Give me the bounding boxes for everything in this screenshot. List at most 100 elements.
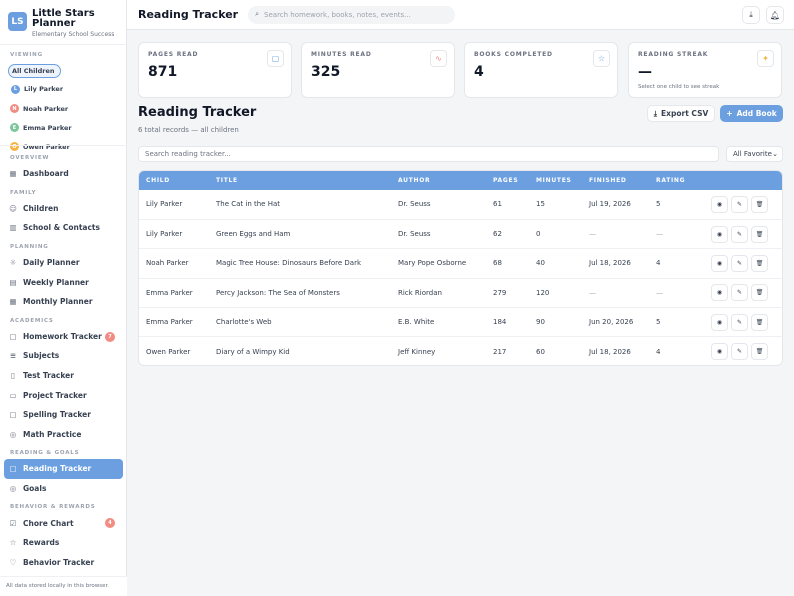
table-cell: — [656,230,663,239]
nav-item-math-practice[interactable]: ◎ Math Practice [4,425,123,445]
view-button[interactable]: ◉ [711,195,728,213]
delete-button[interactable]: 🗑︎ [751,284,768,302]
stat-card-books-completed: BOOKS COMPLETED 4 ☆ [464,42,618,98]
delete-button[interactable]: 🗑︎ [751,254,768,272]
global-search-input[interactable]: ⌕ Search homework, books, notes, events.… [248,5,456,24]
chevron-down-icon: ⌄ [772,150,778,158]
nav-item-children[interactable]: ☺ Children [4,199,123,219]
download-button[interactable]: ⤓ [742,6,760,24]
nav-item-weekly-planner[interactable]: ▤ Weekly Planner [4,272,123,292]
delete-button[interactable]: 🗑︎ [751,195,768,213]
nav-item-daily-planner[interactable]: ☼ Daily Planner [4,253,123,273]
stat-card-pages-read: PAGES READ 871 ▢ [138,42,292,98]
table-row[interactable]: Noah Parker Magic Tree House: Dinosaurs B… [139,249,782,279]
edit-button[interactable]: ✎ [731,284,748,302]
table-cell: — [656,288,663,297]
child-emma-parker[interactable]: E Emma Parker [8,118,119,137]
column-header[interactable]: AUTHOR [398,177,431,184]
column-header[interactable]: FINISHED [589,177,627,184]
export-csv-button[interactable]: ⤓ Export CSV [647,105,715,122]
edit-button[interactable]: ✎ [731,343,748,361]
nav-label: Daily Planner [23,258,80,268]
table-row[interactable]: Emma Parker Percy Jackson: The Sea of Mon… [139,278,782,308]
nav-item-chore-chart[interactable]: ☑ Chore Chart 4 [4,513,123,533]
view-button[interactable]: ◉ [711,254,728,272]
notifications-button[interactable]: 🔔︎ [766,6,784,24]
edit-button[interactable]: ✎ [731,225,748,243]
column-header[interactable]: PAGES [493,177,519,184]
edit-button[interactable]: ✎ [731,254,748,272]
column-header[interactable]: MINUTES [536,177,572,184]
nav-item-school-contacts[interactable]: ▥ School & Contacts [4,218,123,238]
column-header[interactable]: TITLE [216,177,238,184]
nav-item-behavior-tracker[interactable]: ♡ Behavior Tracker [4,553,123,573]
stat-value: — [638,64,652,80]
nav-item-spelling-tracker[interactable]: ▢ Spelling Tracker [4,405,123,425]
nav-item-reading-tracker[interactable]: ▢ Reading Tracker [4,459,123,479]
chip-lily-parker[interactable]: L Lily Parker [8,82,69,96]
child-owen-parker[interactable]: O Owen Parker [8,137,119,156]
nav-item-subjects[interactable]: ≡ Subjects [4,346,123,366]
table-row[interactable]: Lily Parker Green Eggs and Ham Dr. Seuss 62… [139,219,782,249]
row-actions: ◉ ✎ 🗑︎ [711,219,782,248]
table-cell: 15 [536,200,545,209]
select-value: All Favorite [733,150,772,158]
delete-button[interactable]: 🗑︎ [751,313,768,331]
table-cell: — [589,230,596,239]
table-cell: Jeff Kinney [398,347,436,356]
table-cell: 120 [536,288,550,297]
chip-all-children[interactable]: All Children [8,64,61,78]
search-placeholder: Search reading tracker... [145,150,231,158]
pencil-icon: ✎ [736,230,743,238]
brand-subtitle: Elementary School Success [32,31,115,38]
eye-icon: ◉ [716,259,723,267]
nav-item-monthly-planner[interactable]: ▦ Monthly Planner [4,292,123,312]
edit-button[interactable]: ✎ [731,195,748,213]
table-search-input[interactable]: Search reading tracker... [138,146,719,162]
row-actions: ◉ ✎ 🗑︎ [711,249,782,278]
table-cell: The Cat in the Hat [216,200,281,209]
table-cell: Jul 18, 2026 [589,347,631,356]
table-row[interactable]: Lily Parker The Cat in the Hat Dr. Seuss 61… [139,190,782,220]
add-book-button[interactable]: + Add Book [720,105,783,122]
favorite-filter-select[interactable]: All Favorite ⌄ [726,146,783,162]
book-icon: ▢ [9,464,17,474]
nav-group-planning: PLANNING [10,243,49,250]
nav-group-academics: ACADEMICS [10,317,54,324]
checkbox-icon: ☑ [9,518,17,528]
table-row[interactable]: Emma Parker Charlotte's Web E.B. White 184 9… [139,308,782,337]
nav-item-homework-tracker[interactable]: ▢ Homework Tracker 7 [4,327,123,347]
nav-label: Chore Chart [23,518,74,528]
edit-button[interactable]: ✎ [731,313,748,331]
nav-item-project-tracker[interactable]: ▭ Project Tracker [4,385,123,405]
delete-button[interactable]: 🗑︎ [751,225,768,243]
target-icon: ◎ [9,484,17,494]
row-actions: ◉ ✎ 🗑︎ [711,308,782,337]
view-button[interactable]: ◉ [711,225,728,243]
nav-label: Monthly Planner [23,297,93,307]
bell-icon: 🔔︎ [769,10,781,20]
nav-label: Dashboard [23,169,69,179]
chip-label: All Children [12,67,55,75]
view-button[interactable]: ◉ [711,313,728,331]
nav-item-goals[interactable]: ◎ Goals [4,479,123,499]
view-button[interactable]: ◉ [711,284,728,302]
delete-button[interactable]: 🗑︎ [751,343,768,361]
row-actions: ◉ ✎ 🗑︎ [711,190,782,219]
view-button[interactable]: ◉ [711,343,728,361]
child-label: Owen Parker [23,142,70,151]
reading-table: CHILD TITLE AUTHOR PAGES MINUTES FINISHE… [138,170,783,366]
table-cell: 4 [656,347,661,356]
table-cell: Owen Parker [146,347,191,356]
column-header[interactable]: CHILD [146,177,170,184]
nav-item-dashboard[interactable]: ▦ Dashboard [4,164,123,184]
section-title: Reading Tracker [138,105,257,120]
pencil-icon: ✎ [736,289,743,297]
child-noah-parker[interactable]: N Noah Parker [8,99,119,118]
column-header[interactable]: RATING [656,177,686,184]
nav-item-test-tracker[interactable]: ▯ Test Tracker [4,366,123,386]
brand-title: Little Stars Planner [32,8,95,29]
nav-item-rewards[interactable]: ☆ Rewards [4,533,123,553]
trash-icon: 🗑︎ [755,318,764,326]
table-row[interactable]: Owen Parker Diary of a Wimpy Kid Jeff Kinn… [139,337,782,365]
